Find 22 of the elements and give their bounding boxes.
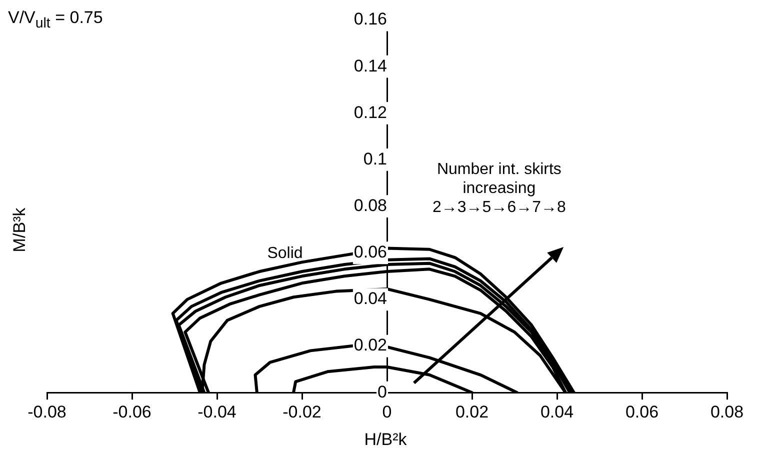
x-tick-label: -0.06 bbox=[112, 402, 152, 422]
annotation: Number int. skirts increasing 2→3→5→6→7→8 bbox=[432, 160, 566, 217]
annotation: Solid bbox=[267, 244, 303, 263]
x-tick-label: -0.08 bbox=[28, 402, 66, 422]
x-tick-label: 0.06 bbox=[625, 402, 659, 422]
y-tick-label: 0.04 bbox=[354, 289, 387, 308]
y-tick-label: 0 bbox=[378, 382, 387, 402]
x-tick-label: -0.02 bbox=[282, 402, 322, 422]
y-tick-label: 0.16 bbox=[354, 10, 387, 29]
x-tick-label: 0.08 bbox=[710, 402, 744, 422]
y-axis-title: M/B³k bbox=[10, 208, 30, 252]
x-tick-label: 0.02 bbox=[455, 402, 489, 422]
y-tick-label: 0.02 bbox=[354, 336, 387, 355]
y-tick-label: 0.14 bbox=[354, 56, 387, 76]
chart-title: V/V$_{ult}$ = 0.75 bbox=[8, 8, 103, 32]
y-tick-label: 0.12 bbox=[354, 102, 387, 122]
x-tick-label: -0.04 bbox=[198, 402, 236, 422]
x-axis-title: H/B²k bbox=[363, 430, 408, 450]
x-tick-label: 0.04 bbox=[540, 402, 574, 422]
y-tick-label: 0.08 bbox=[354, 196, 387, 215]
y-tick-label: 0.06 bbox=[354, 242, 387, 262]
y-tick-label: 0.1 bbox=[363, 149, 387, 168]
